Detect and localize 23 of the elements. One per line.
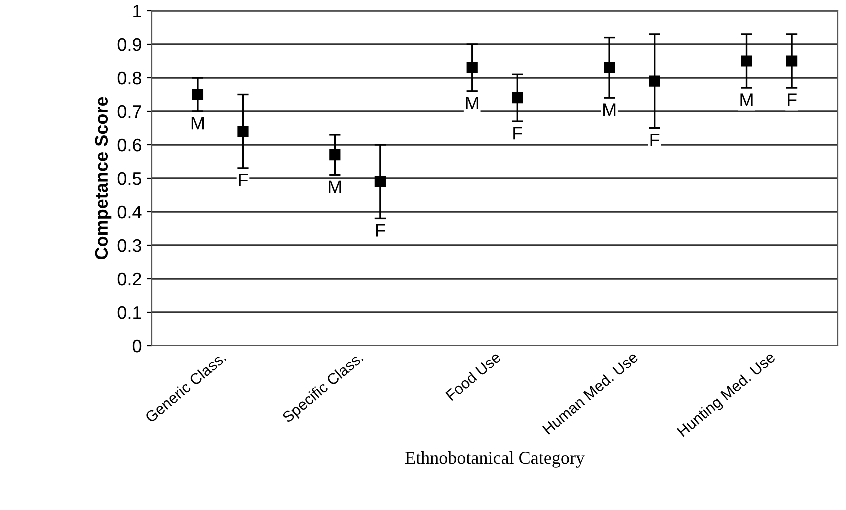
text: F — [239, 174, 248, 187]
y-axis-title: Competance Score — [95, 97, 112, 260]
y-tick-label: 0.1 — [118, 306, 142, 320]
y-tick-label: 0 — [132, 340, 142, 353]
y-tick-label: 0.4 — [118, 206, 142, 219]
text: M — [466, 97, 478, 110]
y-tick-label: 1 — [134, 5, 142, 18]
y-tick-label: 0.5 — [118, 172, 142, 186]
y-tick-label: 0.9 — [118, 38, 142, 52]
text: F — [788, 94, 797, 106]
series-label: M — [192, 117, 204, 130]
y-tick-label: 0.2 — [118, 272, 142, 286]
y-tick-label: 0.6 — [118, 138, 142, 152]
series-label: F — [514, 127, 522, 140]
y-tick-label: 0.3 — [118, 239, 142, 252]
text: F — [376, 224, 386, 237]
text: M — [329, 180, 342, 194]
text: M — [740, 94, 753, 106]
text: F — [650, 134, 660, 146]
text: M — [604, 104, 616, 116]
y-tick-label: 0.7 — [118, 105, 142, 118]
y-tick-label: 0.8 — [118, 72, 142, 85]
x-axis-title: Ethnobotanical Category — [406, 451, 585, 468]
